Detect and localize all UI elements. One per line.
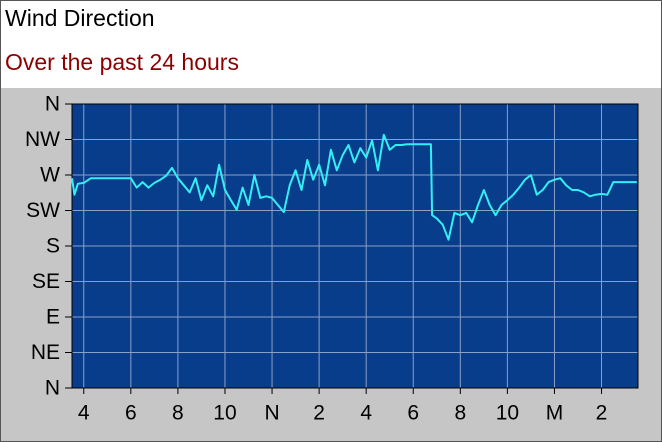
x-tick-label: 8 bbox=[454, 402, 466, 425]
x-tick-label: M bbox=[546, 402, 564, 425]
data-line bbox=[71, 133, 637, 241]
y-tick-label: N bbox=[45, 93, 60, 116]
x-tick-label: 2 bbox=[313, 402, 325, 425]
plot-border bbox=[71, 103, 639, 389]
y-tick-label: SW bbox=[26, 199, 60, 222]
y-tick-label: SE bbox=[32, 270, 60, 293]
y-tick-label: W bbox=[40, 164, 60, 187]
x-tick-label: 6 bbox=[407, 402, 419, 425]
y-tick-label: NW bbox=[25, 128, 60, 151]
y-tick-label: S bbox=[46, 235, 60, 258]
chart-subtitle: Over the past 24 hours bbox=[5, 49, 239, 75]
y-tick-label: NE bbox=[31, 341, 60, 364]
x-tick-label: 8 bbox=[172, 402, 184, 425]
x-tick-label: 2 bbox=[596, 402, 608, 425]
x-tick-label: 10 bbox=[213, 402, 236, 425]
x-tick-label: 10 bbox=[496, 402, 519, 425]
x-tick-label: 4 bbox=[360, 402, 372, 425]
x-tick-label: 6 bbox=[125, 402, 137, 425]
y-tick-label: E bbox=[46, 306, 60, 329]
x-tick-label: 4 bbox=[78, 402, 90, 425]
chart-title: Wind Direction bbox=[5, 5, 155, 31]
x-tick-label: N bbox=[264, 402, 279, 425]
y-tick-label: N bbox=[45, 377, 60, 400]
